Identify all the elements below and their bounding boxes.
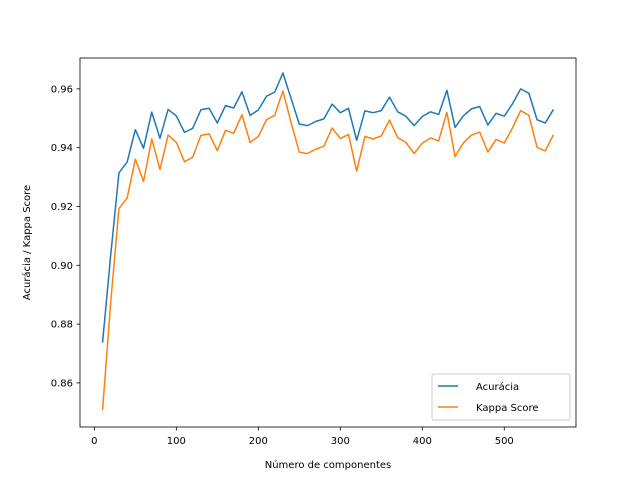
x-tick-label: 400	[413, 436, 432, 447]
y-tick-label: 0.86	[51, 378, 73, 389]
legend-box	[431, 373, 571, 421]
y-tick-label: 0.96	[51, 84, 73, 95]
y-tick-label: 0.94	[51, 143, 73, 154]
y-tick-label: 0.88	[51, 320, 73, 331]
plot-frame	[79, 57, 577, 428]
legend: Acurácia Kappa Score	[431, 373, 571, 421]
series-line-0	[101, 72, 555, 343]
y-tick-label: 0.92	[51, 202, 73, 213]
y-axis-ticks: 0.86 0.88 0.90 0.92 0.94 0.96	[51, 84, 80, 389]
series-layer	[101, 72, 555, 411]
y-axis-label: Acurácia / Kappa Score	[21, 185, 33, 300]
series-line-1	[101, 90, 555, 411]
legend-label: Acurácia	[476, 381, 519, 393]
x-tick-label: 100	[167, 436, 186, 447]
x-axis-ticks: 0 100 200 300 400 500	[91, 427, 514, 447]
x-tick-label: 500	[495, 436, 514, 447]
y-tick-label: 0.90	[51, 261, 73, 272]
x-tick-label: 0	[91, 436, 97, 447]
x-tick-label: 300	[331, 436, 350, 447]
x-axis-label: Número de componentes	[265, 459, 392, 471]
x-tick-label: 200	[249, 436, 268, 447]
legend-label: Kappa Score	[476, 403, 539, 414]
